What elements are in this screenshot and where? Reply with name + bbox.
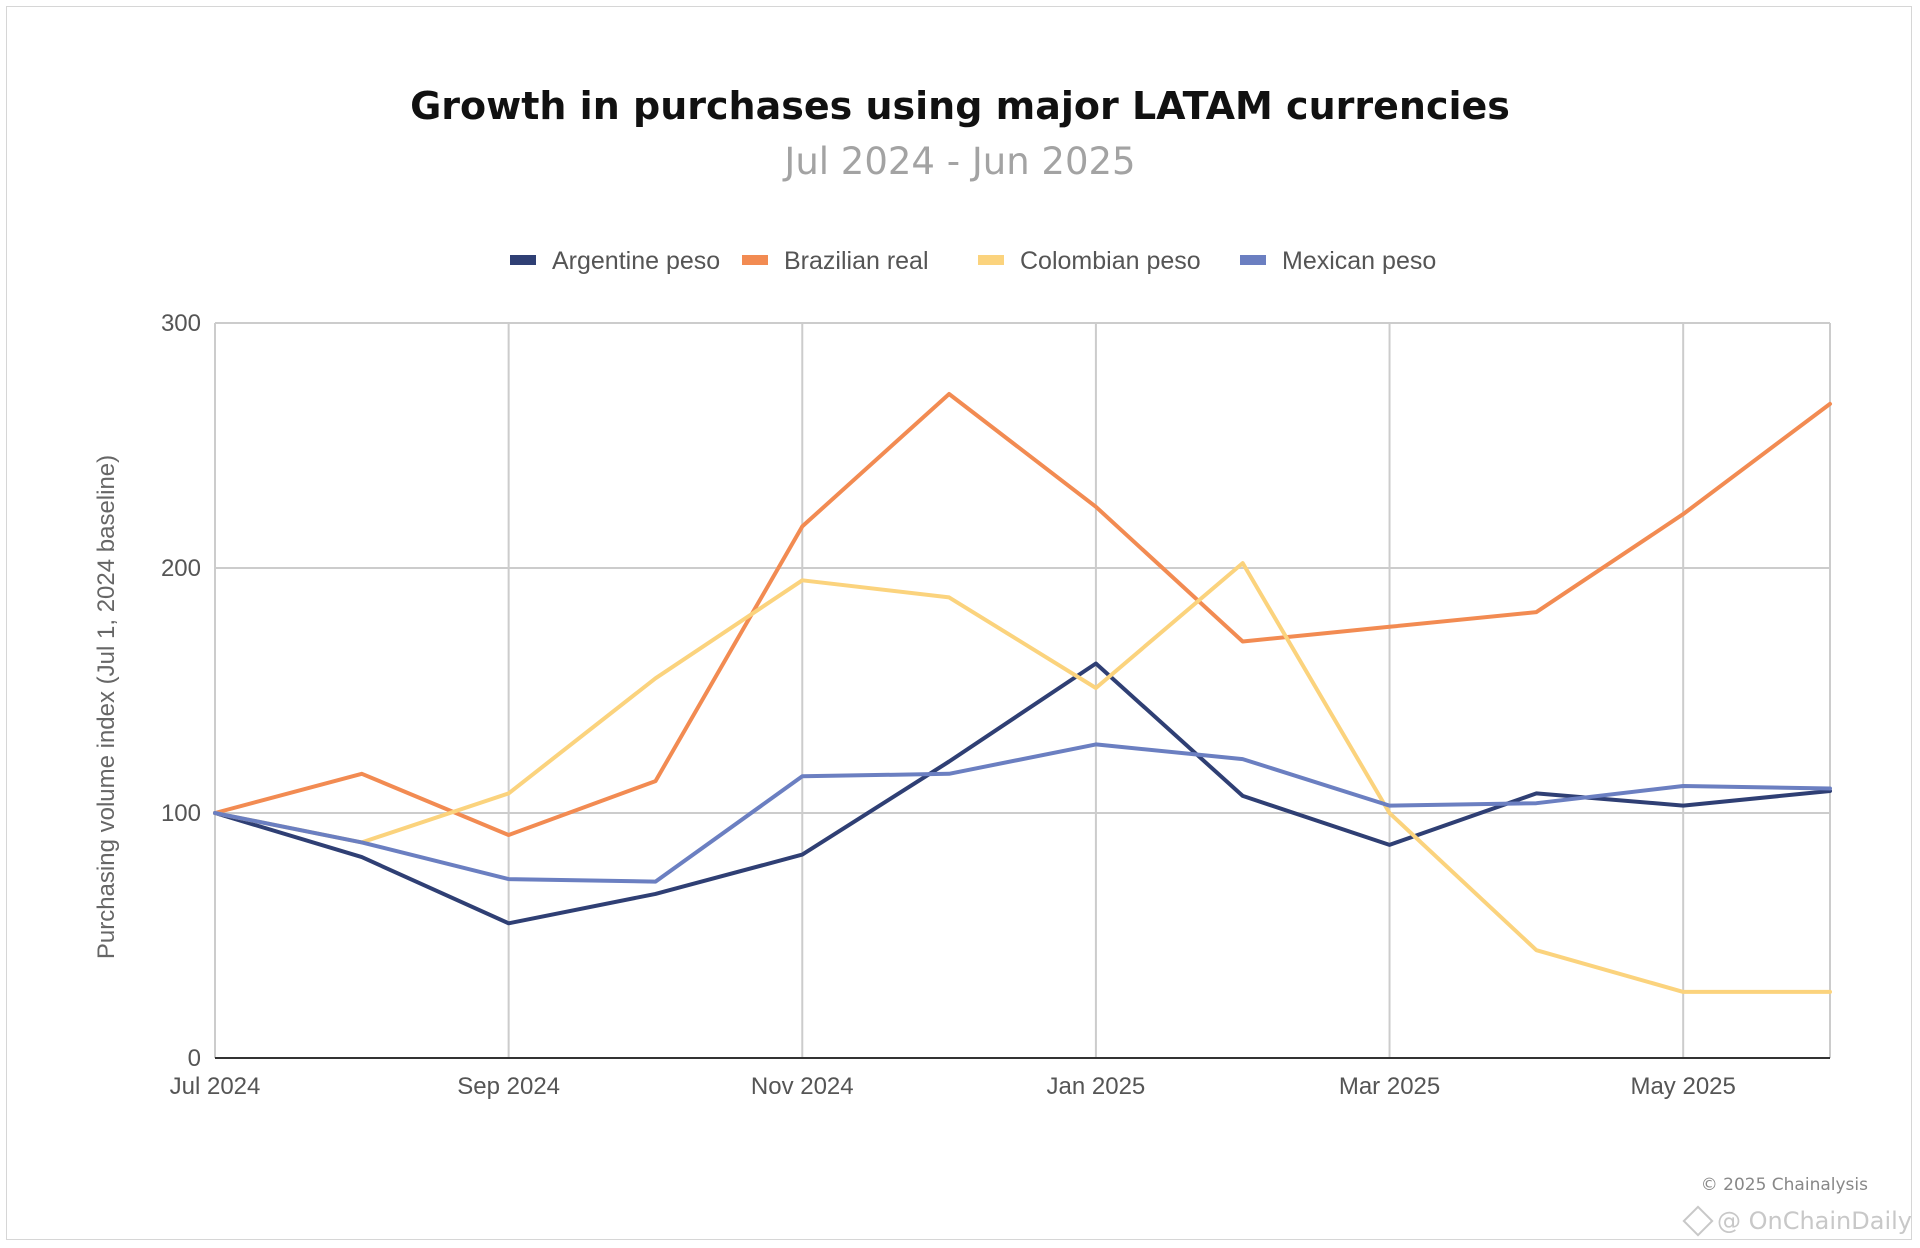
legend-swatch-brazilian-real: [742, 255, 768, 265]
series-line-argentine-peso: [213, 661, 1832, 926]
y-tick-label: 300: [161, 310, 201, 337]
watermark-logo-icon: [1682, 1205, 1714, 1237]
series-line-brazilian-real: [213, 392, 1832, 837]
legend: Argentine peso Brazilian real Colombian pe…: [510, 247, 1436, 275]
legend-label-argentine-peso: Argentine peso: [552, 247, 720, 275]
watermark-text: @ OnChainDaily: [1716, 1207, 1912, 1235]
x-tick-label: Jul 2024: [170, 1073, 261, 1100]
watermark: @ OnChainDaily: [1682, 1205, 1912, 1237]
y-tick-label: 0: [188, 1045, 201, 1072]
series-line-colombian-peso: [213, 561, 1832, 994]
x-tick-label: May 2025: [1630, 1073, 1735, 1100]
y-tick-label: 200: [161, 555, 201, 582]
y-axis-label: Purchasing volume index (Jul 1, 2024 bas…: [93, 455, 120, 959]
x-tick-label: Jan 2025: [1047, 1073, 1146, 1100]
legend-swatch-colombian-peso: [978, 255, 1004, 265]
chart-title: Growth in purchases using major LATAM cu…: [410, 84, 1510, 128]
x-tick-label: Sep 2024: [457, 1073, 560, 1100]
grid-lines: [214, 322, 1831, 1058]
legend-swatch-mexican-peso: [1240, 255, 1266, 265]
chart-frame: [6, 6, 1912, 1240]
legend-label-mexican-peso: Mexican peso: [1282, 247, 1436, 275]
x-tick-label: Nov 2024: [751, 1073, 854, 1100]
axes: 0 100 200 300 Jul 2024 Sep 2024 Nov 2024 Jan 20…: [161, 310, 1830, 1100]
x-tick-label: Mar 2025: [1339, 1073, 1440, 1100]
copyright-text: © 2025 Chainalysis: [1700, 1175, 1868, 1195]
legend-swatch-argentine-peso: [510, 255, 536, 265]
series-lines: [213, 392, 1832, 994]
legend-label-brazilian-real: Brazilian real: [784, 247, 929, 275]
y-tick-label: 100: [161, 800, 201, 827]
series-line-mexican-peso: [213, 742, 1832, 884]
chart-subtitle: Jul 2024 - Jun 2025: [784, 140, 1136, 183]
legend-label-colombian-peso: Colombian peso: [1020, 247, 1201, 275]
